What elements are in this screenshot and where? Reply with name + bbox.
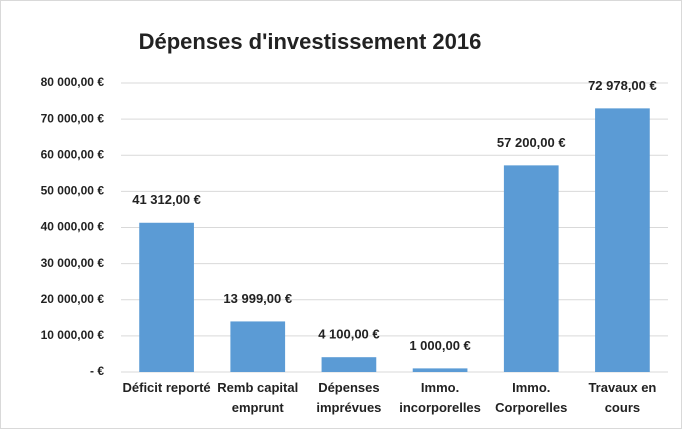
- y-tick-label: 80 000,00 €: [41, 75, 105, 89]
- data-label: 13 999,00 €: [223, 291, 292, 306]
- data-label: 72 978,00 €: [588, 78, 657, 93]
- y-tick-label: 20 000,00 €: [41, 292, 105, 306]
- x-tick-label: Immo. incorporelles: [399, 380, 481, 415]
- bar: [321, 357, 377, 372]
- bar: [412, 368, 468, 372]
- bar: [139, 222, 194, 372]
- y-tick-label: 30 000,00 €: [41, 256, 105, 270]
- bar: [230, 321, 286, 372]
- data-label: 41 312,00 €: [132, 192, 201, 207]
- x-tick-label: Dépenses imprévues: [316, 380, 382, 415]
- chart-title: Dépenses d'investissement 2016: [139, 29, 482, 54]
- y-tick-label: 10 000,00 €: [41, 328, 105, 342]
- y-tick-label: 60 000,00 €: [41, 147, 105, 161]
- data-label: 1 000,00 €: [409, 338, 470, 353]
- data-label: 4 100,00 €: [318, 327, 379, 342]
- x-tick-label: Déficit reporté: [122, 380, 211, 395]
- y-tick-label: 40 000,00 €: [41, 220, 105, 234]
- bar: [503, 165, 559, 372]
- data-label: 57 200,00 €: [497, 135, 566, 150]
- x-tick-label: Travaux en cours: [588, 380, 657, 415]
- y-tick-label: 70 000,00 €: [41, 111, 105, 125]
- y-tick-label: 50 000,00 €: [41, 184, 105, 198]
- bar: [595, 108, 650, 372]
- y-tick-label: - €: [90, 364, 104, 378]
- x-tick-label: Remb capital emprunt: [217, 380, 299, 415]
- x-tick-label: Immo. Corporelles: [495, 380, 568, 415]
